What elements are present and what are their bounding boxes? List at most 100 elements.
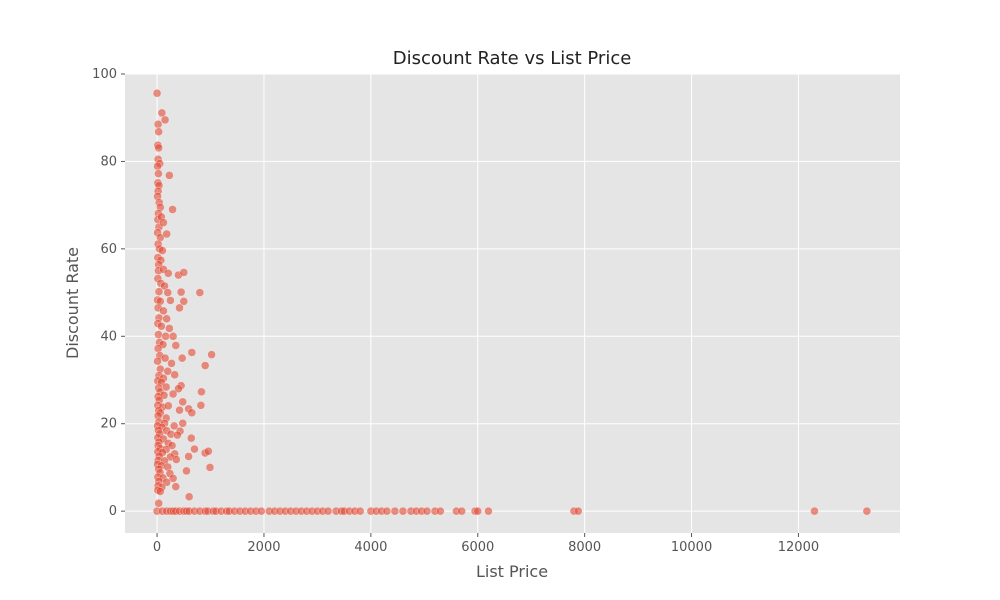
data-point bbox=[204, 447, 213, 456]
data-point bbox=[862, 506, 872, 516]
y-tick-label: 80 bbox=[100, 154, 117, 169]
data-point bbox=[195, 288, 205, 297]
data-point bbox=[484, 506, 493, 516]
y-tick-label: 60 bbox=[100, 242, 117, 257]
data-point bbox=[168, 205, 177, 214]
data-point bbox=[197, 387, 206, 397]
data-point bbox=[163, 288, 173, 297]
data-point bbox=[178, 397, 187, 407]
data-point bbox=[473, 506, 483, 516]
data-point bbox=[179, 297, 189, 306]
data-point bbox=[184, 492, 194, 501]
data-point bbox=[165, 171, 174, 180]
data-point bbox=[175, 405, 184, 415]
data-point bbox=[154, 127, 163, 136]
data-point bbox=[164, 269, 173, 278]
data-point bbox=[171, 341, 181, 350]
data-point bbox=[156, 487, 165, 496]
x-tick-label: 6000 bbox=[461, 540, 494, 555]
y-axis-label: Discount Rate bbox=[63, 247, 82, 359]
y-tick-label: 20 bbox=[100, 417, 117, 432]
data-point bbox=[153, 356, 162, 366]
data-point bbox=[187, 408, 197, 418]
x-tick-label: 10000 bbox=[671, 540, 712, 555]
y-tick-label: 40 bbox=[100, 329, 117, 344]
data-point bbox=[175, 303, 184, 313]
data-point bbox=[154, 287, 164, 296]
data-point bbox=[457, 506, 466, 516]
data-point bbox=[200, 361, 210, 370]
data-point bbox=[168, 332, 178, 341]
plot-area bbox=[125, 74, 900, 533]
data-point bbox=[153, 344, 163, 353]
data-point bbox=[169, 421, 179, 431]
data-point bbox=[170, 370, 179, 380]
data-point bbox=[168, 389, 178, 399]
data-point bbox=[160, 115, 170, 125]
data-point bbox=[154, 143, 163, 153]
data-point bbox=[165, 324, 174, 333]
data-point bbox=[205, 463, 215, 472]
x-tick-label: 12000 bbox=[778, 540, 819, 555]
data-point bbox=[573, 506, 583, 516]
data-point bbox=[157, 108, 167, 118]
data-point bbox=[436, 506, 445, 516]
data-point bbox=[166, 296, 175, 305]
data-point bbox=[390, 506, 400, 516]
data-point bbox=[154, 169, 163, 178]
data-point bbox=[187, 433, 196, 443]
chart-title: Discount Rate vs List Price bbox=[393, 48, 632, 69]
data-point bbox=[187, 348, 197, 357]
data-point bbox=[164, 401, 173, 411]
y-tick-label: 0 bbox=[109, 504, 117, 519]
data-point bbox=[172, 455, 181, 464]
data-point bbox=[182, 466, 191, 476]
x-axis-ticks: 0 2000 4000 6000 8000 10000 12000 bbox=[153, 533, 819, 555]
data-point bbox=[422, 506, 432, 516]
y-tick-label: 100 bbox=[92, 67, 117, 82]
data-point bbox=[173, 430, 182, 440]
data-point bbox=[161, 332, 170, 341]
data-point bbox=[176, 287, 186, 297]
data-point bbox=[178, 419, 187, 428]
data-points bbox=[152, 88, 872, 516]
data-point bbox=[323, 506, 333, 516]
data-point bbox=[171, 482, 181, 491]
data-point bbox=[177, 353, 187, 363]
data-point bbox=[810, 506, 819, 516]
data-point bbox=[160, 353, 170, 363]
data-point bbox=[162, 314, 171, 324]
x-tick-label: 0 bbox=[153, 540, 161, 555]
data-point bbox=[179, 268, 189, 277]
data-point bbox=[174, 384, 183, 393]
data-point bbox=[167, 359, 176, 368]
data-point bbox=[355, 506, 365, 516]
data-point bbox=[159, 306, 168, 316]
x-axis-label: List Price bbox=[476, 562, 548, 581]
x-tick-label: 2000 bbox=[247, 540, 280, 555]
data-point bbox=[153, 161, 162, 171]
data-point bbox=[184, 452, 193, 461]
x-tick-label: 8000 bbox=[568, 540, 601, 555]
x-tick-label: 4000 bbox=[354, 540, 387, 555]
data-point bbox=[167, 441, 177, 450]
y-axis-ticks: 0 20 40 60 80 100 bbox=[92, 67, 125, 519]
data-point bbox=[257, 506, 266, 516]
data-point bbox=[154, 330, 163, 339]
data-point bbox=[398, 506, 408, 516]
data-point bbox=[159, 218, 168, 227]
data-point bbox=[154, 499, 163, 508]
data-point bbox=[157, 321, 166, 331]
data-point bbox=[152, 88, 162, 98]
data-point bbox=[168, 474, 178, 483]
data-point bbox=[163, 367, 173, 376]
data-point bbox=[196, 401, 206, 410]
data-point bbox=[190, 444, 199, 454]
data-point bbox=[153, 120, 163, 129]
data-point bbox=[207, 350, 216, 359]
data-point bbox=[161, 382, 171, 392]
data-point bbox=[162, 229, 171, 239]
data-point bbox=[158, 246, 167, 255]
data-point bbox=[382, 506, 392, 516]
